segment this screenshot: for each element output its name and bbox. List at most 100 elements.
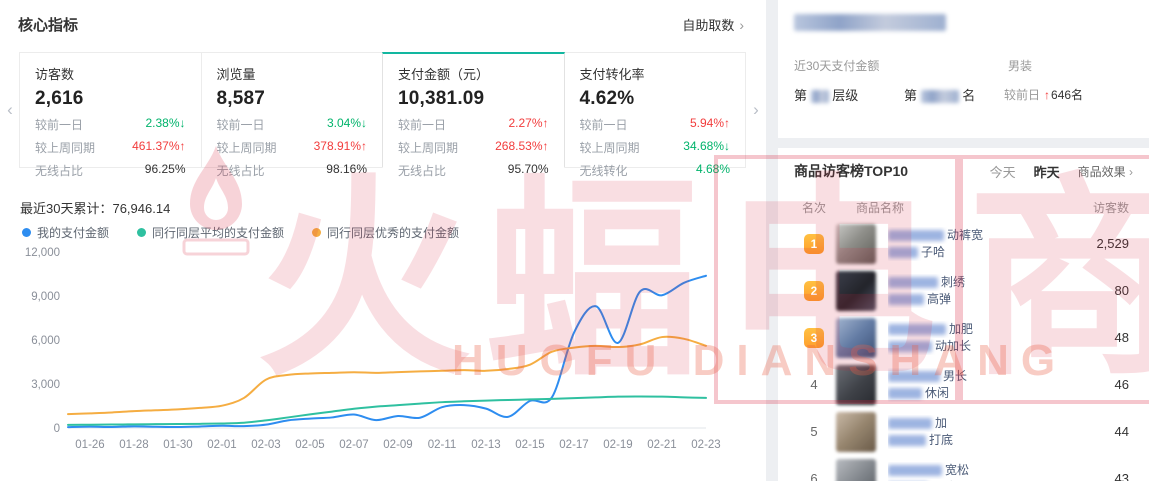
product-name: 动裤宽 子哈 <box>888 227 1081 261</box>
rank-cell: 1 <box>794 233 834 254</box>
product-name-fragment: 休闲 <box>925 385 950 400</box>
product-row-1[interactable]: 1 动裤宽 子哈 2,529 <box>794 220 1129 267</box>
product-name: 加肥动加长 <box>888 321 1081 355</box>
rank-number: 4 <box>810 377 818 392</box>
pay-30d-label: 近30天支付金额 <box>794 59 880 73</box>
metric-card-4[interactable]: 支付转化率 4.62% 较前一日 5.94%↑ 较上周同期 34.68%↓ 无线转化 4.68… <box>563 52 746 178</box>
metric-subrow: 较前一日 2.27%↑ <box>398 116 549 133</box>
shop-category: 男装 <box>1008 59 1033 73</box>
product-name-line2: 高弹 <box>888 291 1081 308</box>
x-axis-tick: 02-15 <box>515 439 544 451</box>
product-row-6[interactable]: 6 宽松运动 43 <box>794 455 1129 481</box>
product-name-line2: 动加长 <box>888 338 1081 355</box>
product-name-fragment: 加肥 <box>949 321 974 336</box>
rank-number: 6 <box>810 471 818 481</box>
metric-subrow: 较上周同期 268.53%↑ <box>398 139 549 156</box>
next-metrics-chevron[interactable]: › <box>753 100 759 119</box>
x-axis-tick: 02-01 <box>207 439 236 451</box>
metric-subrow-key: 较上周同期 <box>579 141 640 155</box>
y-axis-tick: 6,000 <box>31 335 60 347</box>
product-thumbnail-blurred <box>836 411 876 452</box>
product-row-3[interactable]: 3 加肥 动加长 48 <box>794 314 1129 361</box>
x-axis-tick: 02-05 <box>295 439 324 451</box>
column-product-name: 商品名称 <box>856 201 905 215</box>
rank-delta-label: 较前日 <box>1004 88 1041 102</box>
self-service-data-label: 自助取数 <box>682 18 735 33</box>
product-effect-label: 商品效果 <box>1077 164 1126 179</box>
metric-subrow-key: 较前一日 <box>398 118 447 132</box>
visitor-count: 80 <box>1114 283 1129 298</box>
x-axis-tick: 02-03 <box>251 439 280 451</box>
shop-name-blurred <box>794 14 946 31</box>
prev-metrics-chevron[interactable]: ‹ <box>7 100 13 119</box>
product-name-line1: 加肥 <box>888 321 1081 338</box>
product-effect-link[interactable]: 商品效果 › <box>1078 163 1133 180</box>
name-blurred-segment <box>888 323 946 335</box>
product-row-5[interactable]: 5 加打底 44 <box>794 408 1129 455</box>
metric-subrow-value: 95.70% <box>507 162 549 176</box>
cumulative-total: 最近30天累计：76,946.14 <box>20 198 170 217</box>
legend-item-3[interactable]: 同行同层优秀的支付金额 <box>312 224 459 241</box>
up-arrow-icon: ↑ <box>1044 88 1051 102</box>
legend-label: 同行同层平均的支付金额 <box>152 226 285 240</box>
rank-delta: 较前日 ↑646名 <box>1004 86 1083 103</box>
rank-badge: 3 <box>804 327 824 348</box>
metric-subrow: 无线占比 98.16% <box>217 162 368 179</box>
metric-card-1[interactable]: 访客数 2,616 较前一日 2.38%↓ 较上周同期 461.37%↑ 无线占比 96.25… <box>19 52 202 178</box>
product-thumbnail-blurred <box>836 317 876 358</box>
metric-subrow: 无线占比 96.25% <box>35 162 186 179</box>
x-axis-tick: 02-09 <box>383 439 412 451</box>
product-name-line1: 动裤宽 <box>888 227 1081 244</box>
self-service-data-link[interactable]: 自助取数 › <box>682 15 744 34</box>
rank-value-blurred <box>920 90 959 104</box>
metric-subrow-value: 4.68% <box>695 162 730 176</box>
y-axis-tick: 3,000 <box>31 379 60 391</box>
legend-item-1[interactable]: 我的支付金额 <box>22 224 109 241</box>
product-row-2[interactable]: 2 刺绣 高弹 80 <box>794 267 1129 314</box>
product-thumbnail-blurred <box>836 270 876 311</box>
visitor-count: 46 <box>1114 377 1129 392</box>
rank-cell: 4 <box>794 377 834 392</box>
product-name-fragment: 子哈 <box>921 244 946 259</box>
metric-subrow-value: 2.38%↓ <box>145 116 186 130</box>
metric-card-2[interactable]: 浏览量 8,587 较前一日 3.04%↓ 较上周同期 378.91%↑ 无线占比 98.16… <box>200 52 383 178</box>
tab-today[interactable]: 今天 <box>989 164 1016 180</box>
metric-subrow-value: 378.91%↑ <box>313 139 367 153</box>
metric-subrow: 较上周同期 461.37%↑ <box>35 139 186 156</box>
metric-value: 4.62% <box>579 88 635 109</box>
rank-suffix: 名 <box>962 88 976 103</box>
tab-yesterday[interactable]: 昨天 <box>1033 164 1060 180</box>
product-name-fragment: 男长 <box>943 368 968 383</box>
product-name-fragment: 宽松 <box>945 462 970 477</box>
column-visitors: 访客数 <box>1092 201 1129 215</box>
metric-subrow: 较前一日 3.04%↓ <box>217 116 368 133</box>
product-row-4[interactable]: 4 男长休闲 46 <box>794 361 1129 408</box>
tier-prefix: 第 <box>794 88 808 103</box>
metric-subrow-value: 96.25% <box>144 162 186 176</box>
metric-label: 支付转化率 <box>579 67 645 82</box>
visitor-count: 2,529 <box>1096 236 1129 251</box>
metric-subrow: 较前一日 5.94%↑ <box>580 116 731 133</box>
top10-tabs: 今天 昨天 <box>990 162 1060 181</box>
chart-legend: 我的支付金额 同行同层平均的支付金额 同行同层优秀的支付金额 <box>22 224 459 241</box>
top10-title: 商品访客榜TOP10 <box>794 163 909 179</box>
product-name-line1: 刺绣 <box>888 274 1081 291</box>
product-thumbnail-blurred <box>836 458 876 481</box>
rank-cell: 3 <box>794 327 834 348</box>
legend-dot-icon <box>137 228 147 237</box>
metric-subrow-key: 较上周同期 <box>398 141 459 155</box>
legend-item-2[interactable]: 同行同层平均的支付金额 <box>137 224 284 241</box>
metric-value: 8,587 <box>216 88 266 109</box>
metric-subrow: 较上周同期 378.91%↑ <box>217 139 368 156</box>
metric-card-3[interactable]: 支付金额（元） 10,381.09 较前一日 2.27%↑ 较上周同期 268.53%↑ 无… <box>382 52 565 178</box>
tier-value-blurred <box>810 90 829 104</box>
name-blurred-segment <box>888 417 932 429</box>
shop-rank: 第 名 <box>904 85 975 104</box>
metric-subrow-key: 较前一日 <box>579 118 628 132</box>
cumulative-label: 最近30天累计： <box>20 201 113 216</box>
chevron-right-icon: › <box>739 16 744 33</box>
x-axis-tick: 01-30 <box>163 439 192 451</box>
name-blurred-segment <box>888 293 924 305</box>
tier-suffix: 层级 <box>832 88 859 103</box>
